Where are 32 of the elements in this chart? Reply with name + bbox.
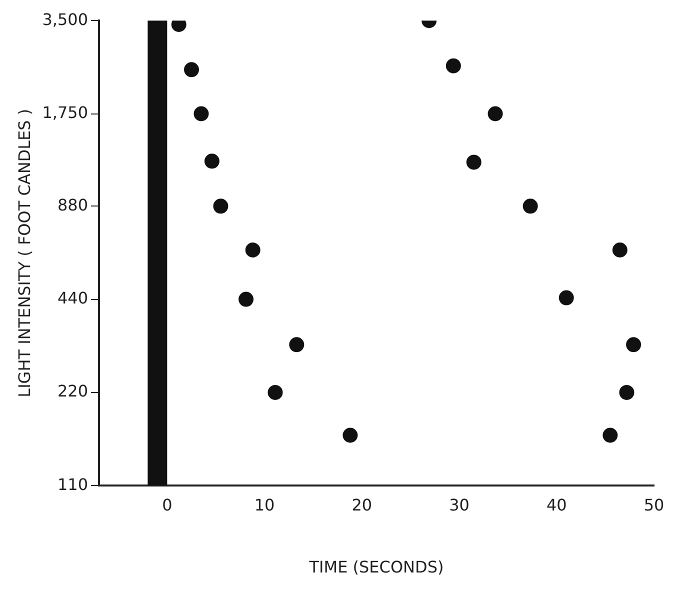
point (289, 337, 304, 352)
y-axis-title: LIGHT INTENSITY ( FOOT CANDLES ) (14, 108, 34, 398)
y-tick-label: 220 (57, 382, 88, 401)
point (466, 154, 482, 170)
point (342, 428, 358, 443)
point (194, 106, 209, 122)
y-tick-label: 1,750 (42, 102, 88, 122)
x-tick-label: 20 (352, 495, 372, 514)
y-tick-label: 440 (57, 288, 88, 308)
point (213, 198, 228, 214)
x-tick-label: 0 (162, 495, 172, 514)
point (602, 428, 618, 443)
point (245, 242, 260, 258)
y-tick-label: 880 (57, 195, 88, 214)
point (522, 198, 538, 214)
point (558, 290, 574, 306)
point (184, 62, 200, 78)
x-tick-label: 30 (449, 495, 470, 514)
point (446, 58, 461, 74)
point (238, 292, 254, 307)
point (204, 154, 220, 169)
x-tick-label: 10 (254, 495, 275, 514)
point (626, 337, 642, 352)
point (612, 242, 628, 258)
y-tick-label: 3,500 (42, 10, 88, 29)
x-tick-label: 40 (546, 495, 567, 514)
y-tick-label: 110 (57, 474, 88, 494)
x-axis-title: TIME (SECONDS) (308, 558, 444, 577)
point (619, 384, 634, 400)
point (488, 106, 503, 122)
point (268, 384, 283, 400)
x-tick-label: 50 (644, 495, 664, 514)
